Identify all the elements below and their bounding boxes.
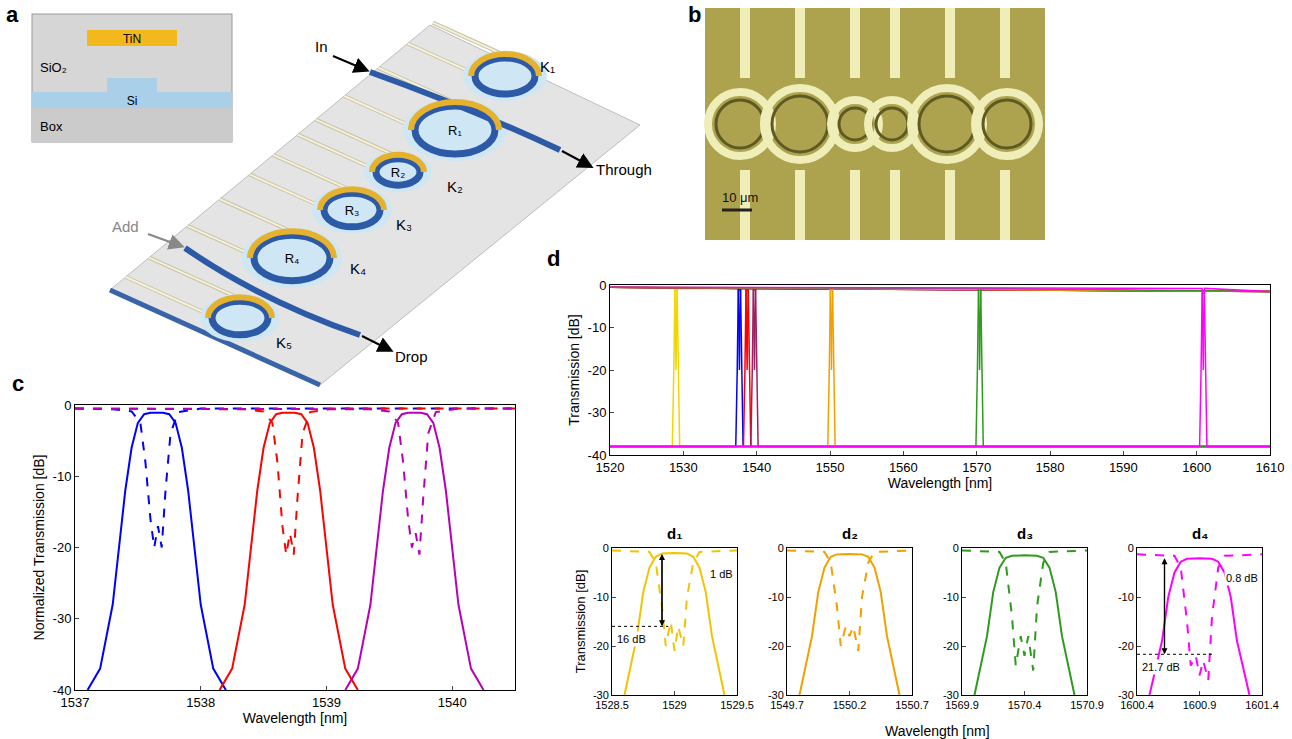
svg-text:0: 0	[778, 542, 784, 554]
svg-text:1540: 1540	[438, 695, 467, 710]
svg-text:1600: 1600	[1182, 460, 1211, 475]
svg-text:1601.4: 1601.4	[1245, 699, 1279, 711]
svg-text:In: In	[315, 38, 328, 55]
svg-text:-30: -30	[943, 689, 959, 701]
svg-text:R₃: R₃	[345, 203, 360, 218]
svg-text:0: 0	[953, 542, 959, 554]
svg-text:d₁: d₁	[667, 525, 682, 542]
svg-text:-30: -30	[593, 689, 609, 701]
svg-text:-20: -20	[593, 640, 609, 652]
svg-text:1550: 1550	[816, 460, 845, 475]
svg-text:-40: -40	[53, 683, 72, 698]
svg-text:d: d	[547, 246, 560, 271]
svg-text:1 dB: 1 dB	[710, 568, 733, 580]
svg-text:1520: 1520	[596, 460, 625, 475]
svg-text:-10: -10	[1118, 591, 1134, 603]
svg-text:-30: -30	[768, 689, 784, 701]
svg-text:Si: Si	[127, 94, 138, 108]
svg-text:1539: 1539	[312, 695, 341, 710]
svg-text:Transmission [dB]: Transmission [dB]	[573, 570, 588, 674]
svg-text:-20: -20	[588, 363, 607, 378]
svg-text:K₃: K₃	[396, 216, 412, 233]
svg-text:0: 0	[599, 278, 606, 293]
svg-text:d₄: d₄	[1192, 525, 1208, 542]
svg-text:1590: 1590	[1109, 460, 1138, 475]
svg-text:1600.9: 1600.9	[1183, 699, 1217, 711]
svg-text:K₁: K₁	[540, 58, 555, 75]
svg-text:1528.5: 1528.5	[595, 699, 629, 711]
svg-text:-10: -10	[593, 591, 609, 603]
svg-text:Wavelength [nm]: Wavelength [nm]	[243, 710, 348, 726]
svg-text:SiO₂: SiO₂	[40, 60, 67, 75]
svg-text:1530: 1530	[669, 460, 698, 475]
svg-text:Drop: Drop	[395, 348, 428, 365]
svg-text:TiN: TiN	[123, 32, 141, 46]
svg-text:K₄: K₄	[350, 260, 366, 277]
svg-text:R₂: R₂	[391, 165, 405, 180]
svg-text:d₃: d₃	[1017, 525, 1033, 542]
svg-text:0: 0	[1128, 542, 1134, 554]
svg-text:K₅: K₅	[276, 334, 292, 351]
svg-text:-30: -30	[588, 405, 607, 420]
svg-text:-10: -10	[943, 591, 959, 603]
svg-text:1600.4: 1600.4	[1120, 699, 1154, 711]
svg-text:Transmission [dB]: Transmission [dB]	[566, 314, 582, 426]
svg-text:1538: 1538	[186, 695, 215, 710]
svg-text:-30: -30	[53, 611, 72, 626]
svg-text:-40: -40	[588, 448, 607, 463]
svg-text:Through: Through	[596, 161, 652, 178]
svg-text:1570.4: 1570.4	[1008, 699, 1042, 711]
svg-text:0: 0	[603, 542, 609, 554]
svg-text:1550.2: 1550.2	[833, 699, 867, 711]
svg-text:-20: -20	[768, 640, 784, 652]
svg-text:21.7 dB: 21.7 dB	[1142, 661, 1180, 673]
svg-text:Normalized Transmission [dB]: Normalized Transmission [dB]	[31, 455, 47, 641]
svg-text:Add: Add	[112, 218, 139, 235]
svg-text:-30: -30	[1118, 689, 1134, 701]
svg-text:10 μm: 10 μm	[722, 190, 758, 205]
svg-text:1569.9: 1569.9	[945, 699, 979, 711]
svg-text:1549.7: 1549.7	[770, 699, 804, 711]
svg-text:1550.7: 1550.7	[895, 699, 929, 711]
svg-text:K₂: K₂	[447, 178, 463, 195]
svg-text:R₁: R₁	[448, 123, 462, 138]
svg-text:c: c	[12, 371, 24, 396]
svg-text:1610: 1610	[1256, 460, 1285, 475]
svg-text:-20: -20	[53, 540, 72, 555]
svg-text:16 dB: 16 dB	[617, 633, 646, 645]
svg-text:1529: 1529	[662, 699, 686, 711]
svg-text:Wavelength [nm]: Wavelength [nm]	[888, 475, 993, 491]
svg-text:a: a	[6, 2, 19, 27]
svg-text:1529.5: 1529.5	[720, 699, 754, 711]
svg-text:-10: -10	[53, 469, 72, 484]
svg-text:1537: 1537	[61, 695, 90, 710]
svg-text:1540: 1540	[742, 460, 771, 475]
svg-text:d₂: d₂	[842, 525, 858, 542]
svg-text:-20: -20	[943, 640, 959, 652]
svg-text:Wavelength [nm]: Wavelength [nm]	[885, 723, 990, 739]
svg-text:R₄: R₄	[285, 251, 300, 266]
svg-text:Box: Box	[40, 119, 63, 134]
svg-text:-10: -10	[768, 591, 784, 603]
svg-text:b: b	[688, 2, 701, 27]
svg-text:1570: 1570	[962, 460, 991, 475]
svg-text:0.8 dB: 0.8 dB	[1226, 572, 1258, 584]
svg-text:1570.9: 1570.9	[1070, 699, 1104, 711]
svg-text:-10: -10	[588, 320, 607, 335]
svg-text:1560: 1560	[889, 460, 918, 475]
svg-text:-20: -20	[1118, 640, 1134, 652]
svg-text:0: 0	[64, 398, 71, 413]
svg-text:1580: 1580	[1036, 460, 1065, 475]
